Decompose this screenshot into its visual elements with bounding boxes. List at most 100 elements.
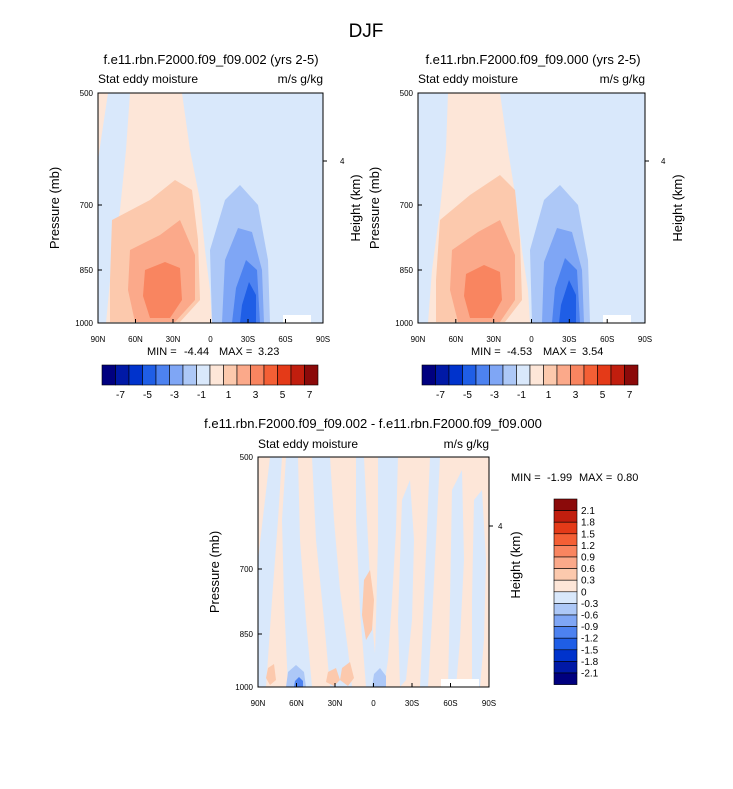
colorbar-box — [304, 364, 319, 386]
panel-1-patch-orange-3 — [143, 262, 182, 318]
colorbar-box — [223, 364, 238, 386]
colorbar-box — [502, 364, 517, 386]
colorbar-label: 0.3 — [581, 576, 595, 587]
panel-1-xtick-label: 90S — [316, 335, 330, 344]
colorbar-box — [543, 364, 558, 386]
panel-2-stats: MIN = -4.53 MAX = 3.54 — [471, 346, 603, 358]
colorbar-box — [250, 364, 265, 386]
panel-2-patch-blue-4 — [559, 280, 576, 323]
panel-2-y2label: Height (km) — [670, 174, 685, 241]
colorbar-box — [516, 364, 531, 386]
panel-1-colorbar-label: -7 — [116, 390, 125, 401]
panel-2-min-value: -4.53 — [507, 346, 532, 358]
colorbar-box — [421, 364, 436, 386]
panel-3-ytick-label: 700 — [240, 565, 254, 574]
colorbar-box — [101, 364, 116, 386]
colorbar-box — [196, 364, 211, 386]
panel-3-xtick-label: 30N — [328, 699, 343, 708]
panel-3-colorbar-boxes — [553, 498, 578, 685]
colorbar-label: 0.9 — [581, 553, 595, 564]
colorbar-label: -1.2 — [581, 634, 599, 645]
panel-3-stripe-blue — [282, 457, 312, 687]
colorbar-box — [556, 364, 571, 386]
colorbar-box — [553, 661, 578, 674]
panel-1-colorbar-label: -1 — [197, 390, 206, 401]
colorbar-box — [553, 591, 578, 604]
panel-3-patch-orange — [266, 664, 276, 685]
colorbar-label: -1.5 — [581, 645, 599, 656]
panel-3-stripe-blue — [398, 480, 414, 687]
colorbar-box — [553, 649, 578, 662]
colorbar-box — [115, 364, 130, 386]
panel-1-x-axis: 90N 60N 30N 0 30S 60S 90S — [91, 319, 330, 344]
panel-1-colorbar: -7 -5 -3 -1 1 3 5 7 — [101, 364, 319, 401]
panel-3-colorbar-labels: 2.11.81.51.20.90.60.30-0.3-0.6-0.9-1.2-1… — [581, 506, 599, 679]
colorbar-box — [277, 364, 292, 386]
colorbar-box — [553, 626, 578, 639]
panel-3-stripe-blue — [374, 457, 398, 687]
panel-1: f.e11.rbn.F2000.f09_f09.002 (yrs 2-5) St… — [47, 52, 363, 401]
panel-3-ytick-label: 1000 — [235, 683, 253, 692]
panel-1-y2-axis: 4 Height (km) — [323, 157, 363, 242]
panel-3-topography-mask — [441, 679, 479, 687]
colorbar-box — [553, 637, 578, 651]
colorbar-box — [597, 364, 612, 386]
panel-3: f.e11.rbn.F2000.f09_f09.002 - f.e11.rbn.… — [204, 416, 638, 708]
panel-2-xtick-label: 0 — [529, 335, 534, 344]
colorbar-box — [182, 364, 197, 386]
panel-2-colorbar-label: -7 — [436, 390, 445, 401]
panel-3-xtick-label: 30S — [405, 699, 419, 708]
panel-1-topography-mask — [283, 315, 311, 323]
panel-1-title: f.e11.rbn.F2000.f09_f09.002 (yrs 2-5) — [103, 52, 318, 67]
panel-3-patch-orange — [326, 668, 340, 686]
panel-1-xtick-label: 90N — [91, 335, 106, 344]
colorbar-box — [128, 364, 143, 386]
panel-3-right-label: m/s g/kg — [444, 437, 489, 451]
colorbar-box — [489, 364, 504, 386]
colorbar-label: -0.6 — [581, 611, 599, 622]
panel-2-colorbar-label: 5 — [600, 390, 606, 401]
panel-3-patch-blue — [372, 668, 386, 687]
panel-3-stripe-blue — [258, 457, 282, 687]
colorbar-label: 1.5 — [581, 529, 595, 540]
panel-1-colorbar-boxes — [101, 364, 319, 386]
colorbar-box — [553, 498, 578, 511]
panel-1-left-label: Stat eddy moisture — [98, 72, 198, 86]
colorbar-label: 1.2 — [581, 541, 595, 552]
colorbar-box — [529, 364, 544, 386]
panel-2-y2tick-label: 4 — [661, 157, 666, 166]
colorbar-label: -0.9 — [581, 622, 599, 633]
panel-1-colorbar-label: -3 — [170, 390, 179, 401]
panel-1-colorbar-label: 7 — [307, 390, 313, 401]
panel-2-xtick-label: 60N — [448, 335, 463, 344]
colorbar-box — [553, 510, 578, 523]
colorbar-box — [155, 364, 170, 386]
panel-1-colorbar-label: 1 — [226, 390, 232, 401]
panel-3-xtick-label: 90N — [251, 699, 266, 708]
panel-2-ytick-label: 500 — [400, 89, 414, 98]
colorbar-label: 0 — [581, 587, 587, 598]
panel-1-colorbar-label: -5 — [143, 390, 152, 401]
panel-1-xtick-label: 30N — [166, 335, 181, 344]
panel-3-y-axis: 500 700 850 1000 Pressure (mb) — [207, 453, 262, 692]
panel-2-x-axis: 90N 60N 30N 0 30S 60S 90S — [411, 319, 652, 344]
panel-1-y2tick-label: 4 — [340, 157, 345, 166]
panel-1-xtick-label: 30S — [241, 335, 255, 344]
panel-3-y2tick-label: 4 — [498, 522, 503, 531]
colorbar-box — [475, 364, 490, 386]
panel-3-stripe-blue — [420, 457, 440, 687]
panel-2-topography-mask — [603, 315, 631, 323]
colorbar-label: 0.6 — [581, 564, 595, 575]
colorbar-box — [236, 364, 251, 386]
colorbar-box — [435, 364, 450, 386]
colorbar-box — [142, 364, 157, 386]
panel-2-colorbar-label: -5 — [463, 390, 472, 401]
panel-2-colorbar-label: -3 — [490, 390, 499, 401]
colorbar-box — [290, 364, 305, 386]
panel-3-ylabel: Pressure (mb) — [207, 531, 222, 613]
panel-3-max-value: 0.80 — [617, 472, 638, 484]
panel-3-stripe-blue — [312, 457, 352, 687]
colorbar-box — [553, 568, 578, 581]
panel-2-band-light-blue-nh — [418, 93, 448, 323]
